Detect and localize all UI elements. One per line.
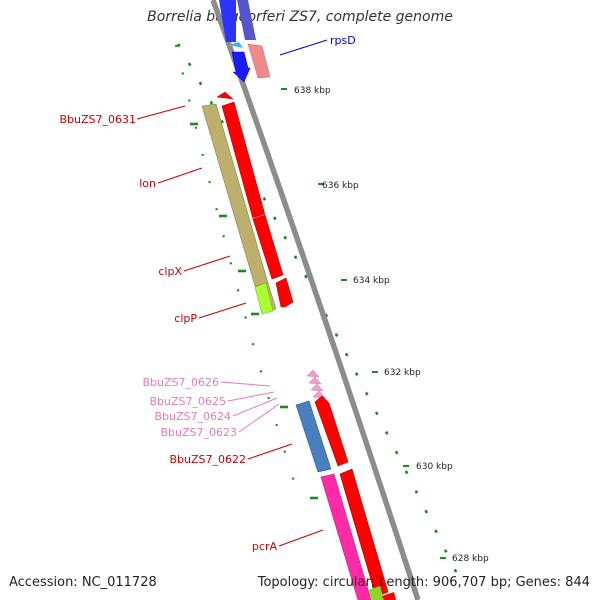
label-leader-lines [136, 39, 328, 547]
label-pcrA: pcrA [252, 540, 278, 553]
tick-label-632: 632 kbp [384, 368, 421, 378]
feature-BbuZS7_0626[interactable] [306, 369, 320, 378]
inner-tick-marks [190, 122, 318, 500]
label-BbuZS7_0622: BbuZS7_0622 [169, 453, 246, 466]
label-BbuZS7_0623: BbuZS7_0623 [160, 426, 237, 439]
tick-label-628: 628 kbp [452, 554, 489, 564]
label-BbuZS7_0626: BbuZS7_0626 [142, 376, 219, 389]
feature-clpP[interactable] [254, 282, 274, 315]
feature-BbuZS7_0625[interactable] [308, 376, 322, 385]
tick-label-638: 638 kbp [294, 86, 331, 96]
major-tick-marks [281, 88, 446, 559]
label-BbuZS7_0624: BbuZS7_0624 [154, 410, 231, 423]
feature-BbuZS7_0624[interactable] [310, 383, 324, 392]
accession-text: Accession: NC_011728 [9, 575, 157, 590]
feature-pcrA[interactable] [320, 468, 396, 600]
label-clpP: clpP [174, 312, 197, 325]
label-BbuZS7_0631: BbuZS7_0631 [59, 113, 136, 126]
feature-lon[interactable] [201, 101, 284, 287]
feature-rpsD[interactable] [231, 43, 271, 83]
label-rpsD: rpsD [330, 34, 356, 47]
tick-label-630: 630 kbp [416, 462, 453, 472]
feature-BbuZS7_0622[interactable] [295, 395, 349, 473]
label-lon: lon [139, 177, 156, 190]
label-clpX: clpX [158, 265, 182, 278]
feature-BbuZS7_0631[interactable] [216, 91, 234, 100]
tick-label-634: 634 kbp [353, 276, 390, 286]
summary-text: Topology: circular; Length: 906,707 bp; … [257, 575, 590, 590]
label-BbuZS7_0625: BbuZS7_0625 [149, 395, 226, 408]
tick-label-636: 636 kbp [322, 181, 359, 191]
feature-top-clipped [219, 0, 256, 48]
